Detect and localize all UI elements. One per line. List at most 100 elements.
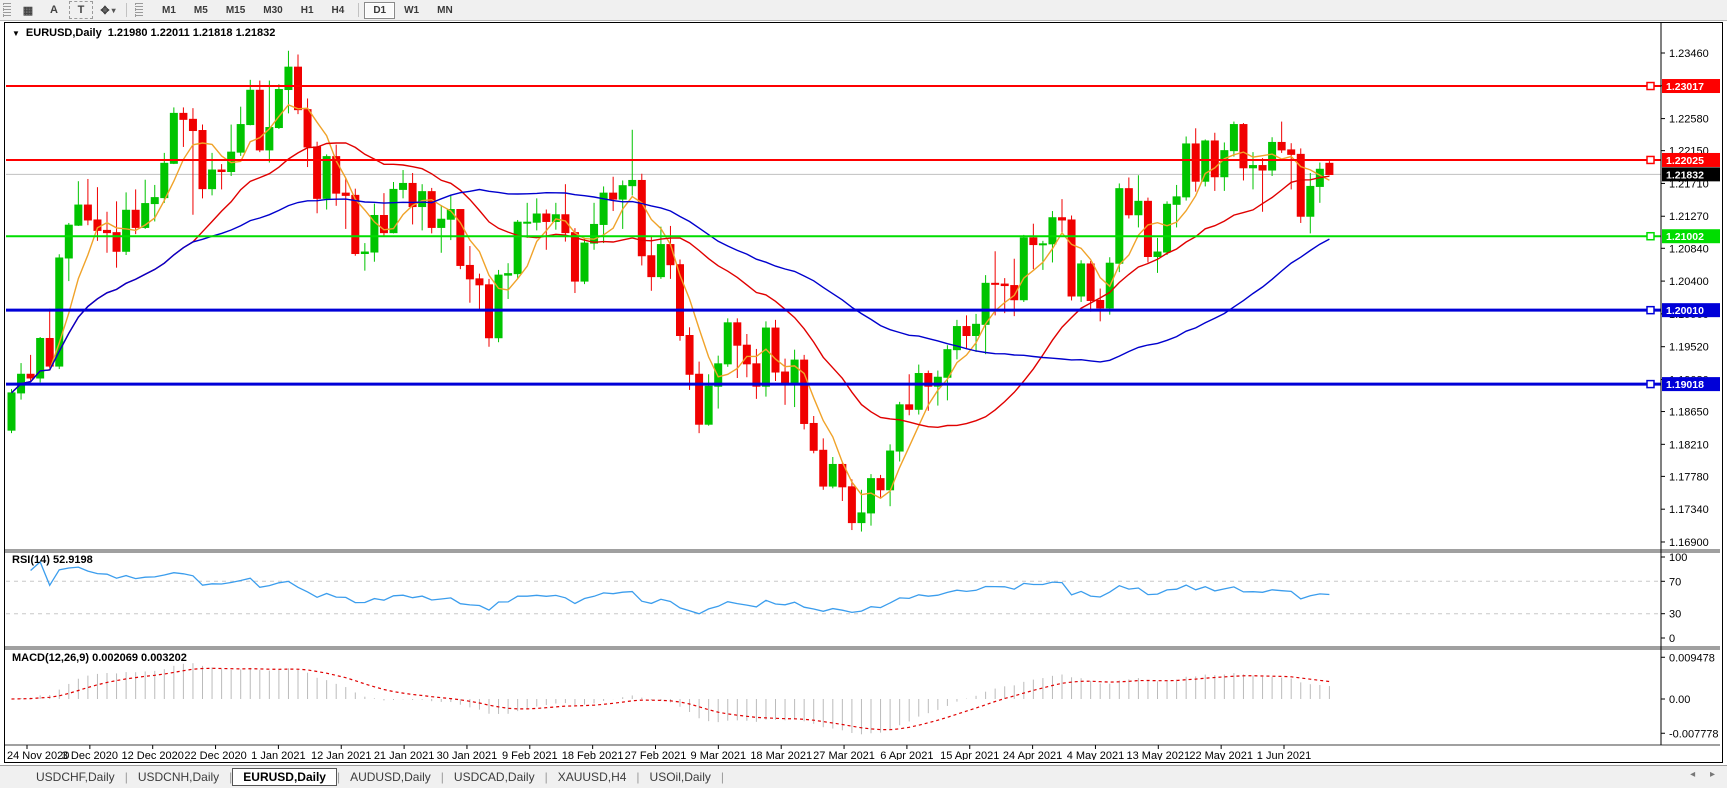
candle-body xyxy=(1029,237,1038,246)
chart-tab-usdcad[interactable]: USDCAD,Daily xyxy=(453,770,535,784)
date-label: 27 Feb 2021 xyxy=(625,750,687,760)
indicators-icon[interactable]: ▦ xyxy=(22,4,34,17)
candle-body xyxy=(752,363,761,387)
candle-body xyxy=(551,214,560,222)
chart-tab-xauusd[interactable]: XAUUSD,H4 xyxy=(557,770,627,784)
dropdown-caret-icon[interactable]: ▾ xyxy=(111,5,116,15)
candle-body xyxy=(809,422,818,451)
tab-separator: | xyxy=(636,770,640,784)
main-toolbar: ▦ A T ✥ ▾ M1 M5 M15 M30 H1 H4 D1 W1 MN xyxy=(0,0,1727,21)
price-tag-label: 1.23017 xyxy=(1666,81,1704,93)
hline-anchor xyxy=(1646,155,1655,165)
date-label: 6 Apr 2021 xyxy=(880,750,933,760)
candle-body xyxy=(7,392,16,431)
candle-body xyxy=(265,127,274,151)
candle-body xyxy=(1249,165,1257,169)
timeframe-button-h1[interactable]: H1 xyxy=(300,4,314,16)
candle-body xyxy=(131,209,140,228)
hline-anchor xyxy=(1646,81,1655,91)
chart-tab-usoil[interactable]: USOil,Daily xyxy=(649,770,711,784)
timeframe-button-m15[interactable]: M15 xyxy=(225,4,246,16)
candle-body xyxy=(561,214,570,234)
fast-ma-line xyxy=(11,104,1330,500)
date-label: 22 Dec 2020 xyxy=(184,750,246,760)
candle-body xyxy=(236,124,245,153)
macd-tick-label: 0.00 xyxy=(1669,694,1690,706)
candle-body xyxy=(695,373,704,425)
candle-body xyxy=(742,344,751,365)
candle-body xyxy=(418,191,427,208)
candle-body xyxy=(790,359,799,384)
tab-scroll-arrows[interactable]: ◂ ▸ xyxy=(1690,769,1721,780)
candle-body xyxy=(847,486,856,524)
font-tool-icon[interactable]: A xyxy=(50,4,58,16)
candle-body xyxy=(74,204,83,226)
price-tag xyxy=(1662,152,1720,167)
price-tick-label: 1.23460 xyxy=(1669,48,1709,60)
candle-body xyxy=(379,214,388,234)
candle-body xyxy=(1306,185,1315,217)
candle-body xyxy=(494,274,503,339)
candle-body xyxy=(1153,251,1162,257)
candle-body xyxy=(103,229,111,234)
candle-body xyxy=(1163,203,1172,253)
tab-separator: | xyxy=(720,770,724,784)
timeframe-button-m1[interactable]: M1 xyxy=(162,4,176,16)
timeframe-toolbar: M1 M5 M15 M30 H1 H4 D1 W1 MN xyxy=(153,1,462,19)
timeframe-button-m5[interactable]: M5 xyxy=(193,4,208,16)
date-label: 18 Mar 2021 xyxy=(750,750,812,760)
candle-body xyxy=(45,337,54,367)
chart-dropdown-icon[interactable]: ▼ xyxy=(12,28,20,38)
timeframe-button-w1[interactable]: W1 xyxy=(404,4,420,16)
candle-body xyxy=(351,194,360,255)
candle-body xyxy=(370,214,379,253)
chart-tab-eurusd[interactable]: EURUSD,Daily xyxy=(232,768,337,786)
chart-tab-bar: USDCHF,Daily | USDCNH,Daily | EURUSD,Daily | A… xyxy=(0,765,1727,788)
timeframe-button-m30[interactable]: M30 xyxy=(263,4,283,16)
chart-tab-usdchf[interactable]: USDCHF,Daily xyxy=(36,770,115,784)
text-tool-icon[interactable]: T xyxy=(69,1,93,19)
date-label: 3 Dec 2020 xyxy=(62,750,118,760)
date-label: 12 Jan 2021 xyxy=(311,750,372,760)
candle-body xyxy=(26,373,35,379)
toolbar-grip-2[interactable] xyxy=(135,3,143,17)
tab-separator: | xyxy=(229,770,233,784)
candle-body xyxy=(1077,263,1086,297)
candle-body xyxy=(36,337,45,379)
candle-body xyxy=(924,373,933,387)
candle-body xyxy=(609,192,618,200)
tab-separator: | xyxy=(544,770,548,784)
candle-body xyxy=(55,257,64,367)
price-tag-label: 1.21832 xyxy=(1666,169,1704,181)
date-label: 1 Jun 2021 xyxy=(1257,750,1311,760)
chart-tab-audusd[interactable]: AUDUSD,Daily xyxy=(350,770,431,784)
date-label: 30 Jan 2021 xyxy=(437,750,498,760)
date-label: 12 Dec 2020 xyxy=(122,750,184,760)
candle-body xyxy=(294,66,302,111)
timeframe-button-h4[interactable]: H4 xyxy=(331,4,345,16)
candle-body xyxy=(475,278,484,286)
price-tag xyxy=(1662,377,1720,392)
timeframe-button-mn[interactable]: MN xyxy=(437,4,453,16)
chart-symbol-label: EURUSD,Daily xyxy=(25,27,102,39)
date-label: 22 May 2021 xyxy=(1189,750,1253,760)
price-tag xyxy=(1662,79,1720,94)
chart-window: 1.234601.230201.225801.221501.217101.212… xyxy=(4,22,1723,763)
candle-body xyxy=(647,255,656,278)
candle-body xyxy=(1201,140,1210,182)
timeframe-separator xyxy=(358,3,360,17)
candle-body xyxy=(217,169,226,173)
candle-body xyxy=(733,322,742,346)
candle-body xyxy=(1239,124,1248,169)
candle-body xyxy=(1172,196,1181,205)
candle-body xyxy=(1048,217,1057,245)
price-tick-label: 1.19520 xyxy=(1669,342,1709,354)
candle-body xyxy=(1191,143,1200,182)
timeframe-button-d1[interactable]: D1 xyxy=(364,1,396,19)
toolbar-grip[interactable] xyxy=(3,3,11,17)
candle-body xyxy=(1182,143,1191,198)
chart-tab-usdcnh[interactable]: USDCNH,Daily xyxy=(137,770,220,784)
draw-tools-icon[interactable]: ✥ ▾ xyxy=(100,4,116,17)
price-tick-label: 1.18210 xyxy=(1669,439,1709,451)
candle-body xyxy=(580,242,589,282)
